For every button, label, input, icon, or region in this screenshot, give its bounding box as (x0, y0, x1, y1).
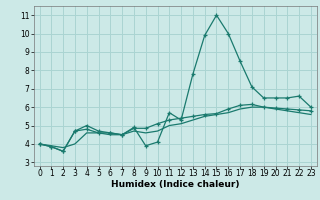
X-axis label: Humidex (Indice chaleur): Humidex (Indice chaleur) (111, 180, 239, 189)
